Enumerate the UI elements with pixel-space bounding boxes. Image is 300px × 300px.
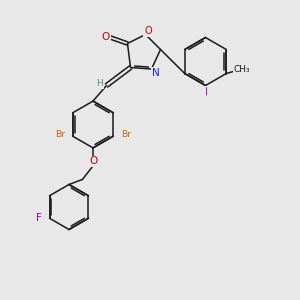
Text: O: O bbox=[102, 32, 110, 42]
Text: N: N bbox=[152, 68, 160, 78]
Text: H: H bbox=[97, 80, 103, 88]
Text: Br: Br bbox=[121, 130, 131, 139]
Text: F: F bbox=[36, 213, 42, 223]
Text: O: O bbox=[144, 26, 152, 36]
Text: CH₃: CH₃ bbox=[234, 65, 250, 74]
Text: Br: Br bbox=[55, 130, 65, 139]
Text: O: O bbox=[89, 156, 97, 167]
Text: I: I bbox=[205, 87, 208, 97]
